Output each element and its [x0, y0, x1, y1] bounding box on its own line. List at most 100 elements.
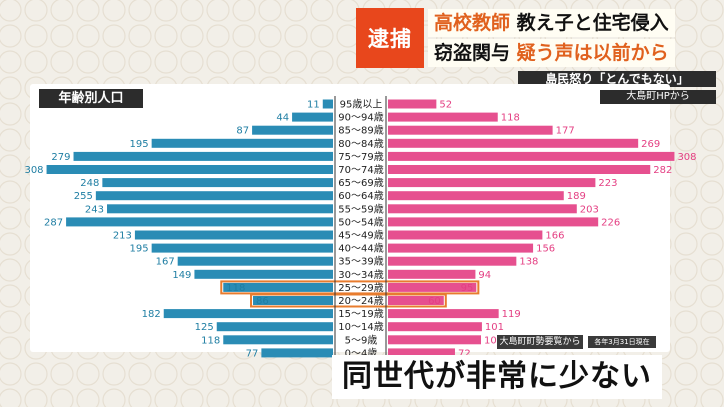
pattern-circle: [258, 50, 282, 74]
pattern-circle: [128, 362, 152, 386]
female-value-label: 100: [484, 335, 503, 346]
pattern-circle: [0, 388, 22, 407]
pattern-circle: [0, 206, 22, 230]
age-group-label: 80～84歳: [338, 138, 383, 150]
pattern-circle: [0, 284, 22, 308]
pattern-circle: [206, 388, 230, 407]
female-value-label: 52: [439, 100, 452, 111]
male-bar: [177, 256, 333, 266]
pattern-circle: [180, 362, 204, 386]
pattern-circle: [180, 24, 204, 48]
pattern-circle: [24, 24, 48, 48]
female-value-label: 72: [458, 348, 471, 359]
male-bar: [73, 151, 333, 161]
pattern-circle: [674, 180, 698, 204]
female-value-label: 223: [598, 178, 617, 189]
pattern-circle: [102, 0, 126, 22]
age-group-label: 45～49歳: [338, 230, 383, 242]
female-bar: [388, 269, 476, 279]
female-value-label: 308: [677, 152, 696, 163]
female-bar: [388, 309, 499, 319]
male-bar: [66, 217, 333, 227]
subtitle-bar: 島民怒り「とんでもない」: [518, 71, 716, 87]
pattern-circle: [674, 388, 698, 407]
pattern-circle: [284, 0, 308, 22]
headline-2-text: 窃盗関与: [434, 42, 511, 64]
headline-banner: 逮捕 高校教師 教え子と住宅侵入 窃盗関与 疑う声は以前から: [356, 8, 716, 68]
pattern-circle: [24, 50, 48, 74]
male-value-label: 255: [74, 191, 93, 202]
male-value-label: 44: [276, 113, 289, 124]
female-value-label: 101: [485, 322, 504, 333]
female-value-label: 226: [601, 217, 620, 228]
female-bar: [388, 178, 596, 188]
pattern-circle: [0, 128, 22, 152]
male-value-label: 167: [156, 257, 175, 268]
male-value-label: 118: [226, 283, 245, 294]
pattern-circle: [0, 76, 22, 100]
headline-line-2: 窃盗関与 疑う声は以前から: [428, 39, 675, 67]
female-value-label: 138: [519, 257, 538, 268]
female-bar: [388, 230, 543, 240]
male-value-label: 279: [51, 152, 70, 163]
male-value-label: 195: [130, 139, 149, 150]
female-value-label: 166: [545, 231, 564, 242]
female-value-label: 189: [567, 191, 586, 202]
pattern-circle: [700, 24, 724, 48]
highlight-box: [220, 280, 480, 295]
pattern-circle: [206, 50, 230, 74]
pattern-circle: [310, 50, 334, 74]
male-bar: [151, 138, 333, 148]
pattern-circle: [128, 50, 152, 74]
age-group-label: 95歳以上: [340, 99, 383, 111]
male-bar: [223, 282, 333, 292]
source-label: 大島町HPから: [600, 90, 716, 104]
female-value-label: 95: [461, 283, 474, 294]
age-group-label: 85～89歳: [338, 125, 383, 137]
pattern-circle: [674, 0, 698, 22]
pattern-circle: [76, 50, 100, 74]
headline-1-text: 教え子と住宅侵入: [516, 12, 669, 34]
female-bar: [388, 335, 481, 345]
pattern-circle: [154, 362, 178, 386]
pattern-circle: [284, 24, 308, 48]
male-bar: [322, 99, 333, 109]
male-value-label: 213: [113, 231, 132, 242]
pattern-circle: [102, 362, 126, 386]
age-group-label: 25～29歳: [338, 282, 383, 294]
pattern-circle: [102, 50, 126, 74]
female-bar: [388, 348, 455, 358]
female-bar: [388, 296, 444, 305]
pattern-circle: [310, 388, 334, 407]
arrest-badge: 逮捕: [356, 8, 424, 68]
pattern-circle: [700, 284, 724, 308]
pattern-circle: [700, 310, 724, 334]
pattern-circle: [700, 388, 724, 407]
female-value-label: 177: [556, 126, 575, 137]
male-bar: [95, 191, 333, 201]
pattern-circle: [232, 24, 256, 48]
age-group-label: 20～24歳: [338, 295, 383, 307]
pattern-circle: [674, 284, 698, 308]
pattern-circle: [50, 388, 74, 407]
pattern-circle: [674, 24, 698, 48]
pattern-circle: [674, 128, 698, 152]
age-group-label: 50～54歳: [338, 216, 383, 228]
male-bar: [223, 335, 333, 345]
pattern-circle: [258, 388, 282, 407]
female-bar: [388, 151, 675, 161]
female-bar: [388, 322, 482, 332]
pattern-circle: [128, 388, 152, 407]
pattern-circle: [0, 336, 22, 360]
pattern-circle: [50, 0, 74, 22]
pattern-circle: [284, 388, 308, 407]
pattern-circle: [50, 24, 74, 48]
female-bar: [388, 112, 498, 122]
pattern-circle: [154, 24, 178, 48]
pattern-circle: [0, 24, 22, 48]
pattern-circle: [700, 128, 724, 152]
pattern-circle: [154, 388, 178, 407]
pattern-circle: [232, 50, 256, 74]
pattern-circle: [674, 336, 698, 360]
